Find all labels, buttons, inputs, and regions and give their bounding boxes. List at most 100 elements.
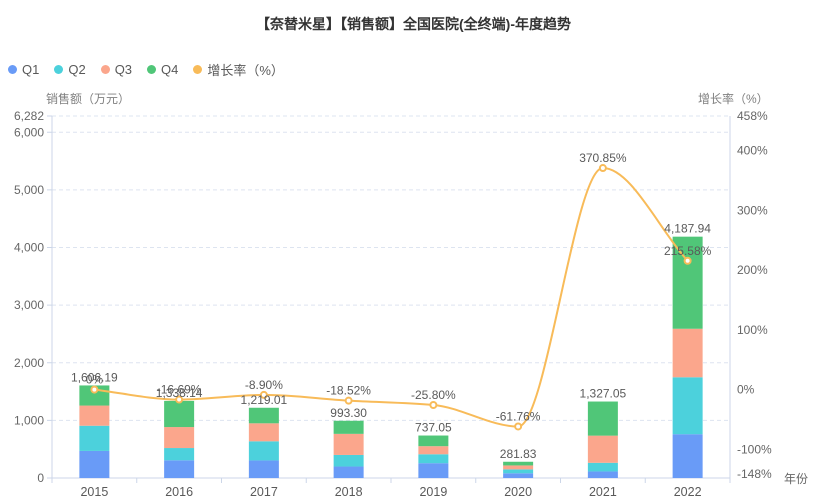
legend-item-q2[interactable]: Q2 — [54, 62, 86, 77]
bar-segment-q2[interactable] — [164, 448, 195, 461]
bar-segment-q1[interactable] — [79, 450, 110, 478]
legend-item-q4[interactable]: Q4 — [147, 62, 178, 77]
legend-dot-icon — [147, 65, 157, 74]
legend-dot-icon — [54, 65, 64, 74]
legend: Q1 Q2 Q3 Q4 增长率（%） — [8, 60, 284, 79]
bar-2020[interactable] — [503, 461, 534, 478]
x-axis-category-label: 2017 — [250, 485, 278, 499]
x-axis-category-label: 2021 — [589, 485, 617, 499]
growth-rate-label: -25.80% — [411, 388, 456, 402]
legend-dot-icon — [193, 65, 203, 74]
legend-dot-icon — [100, 65, 110, 74]
left-axis-tick-label: 1,000 — [14, 413, 44, 427]
x-axis-category-label: 2020 — [504, 485, 532, 499]
right-axis-tick-label: 0% — [737, 383, 755, 397]
bar-2021[interactable] — [587, 401, 618, 478]
legend-item-label: Q1 — [22, 62, 40, 77]
right-axis-title: 增长率（%） — [698, 92, 769, 106]
growth-rate-label: -8.90% — [245, 378, 283, 392]
bar-segment-q2[interactable] — [587, 462, 618, 472]
bar-segment-q2[interactable] — [418, 454, 449, 464]
right-axis-tick-label: 100% — [737, 323, 768, 337]
legend-dot-icon — [8, 65, 17, 74]
bar-total-label: 1,327.05 — [580, 387, 627, 401]
x-axis-category-label: 2016 — [165, 485, 193, 499]
growth-point-2021[interactable] — [598, 164, 607, 173]
right-axis-tick-label: 400% — [737, 144, 768, 158]
bar-2019[interactable] — [418, 435, 449, 478]
legend-item-label: 增长率（%） — [207, 63, 284, 78]
bar-total-label: 737.05 — [415, 421, 452, 435]
growth-rate-label: -18.52% — [326, 384, 371, 398]
bar-segment-q4[interactable] — [672, 236, 703, 329]
legend-item-label: Q2 — [68, 62, 86, 77]
bar-segment-q3[interactable] — [503, 465, 534, 470]
left-axis-title: 销售额（万元） — [46, 92, 131, 106]
bar-total-label: 1,338.14 — [156, 386, 203, 400]
bar-segment-q2[interactable] — [79, 425, 110, 451]
bar-segment-q3[interactable] — [587, 435, 618, 463]
left-axis-tick-label: 4,000 — [14, 241, 44, 255]
bar-segment-q1[interactable] — [164, 460, 195, 478]
right-axis-tick-label: 458% — [737, 109, 768, 123]
bar-2016[interactable] — [164, 400, 195, 478]
bar-segment-q4[interactable] — [587, 401, 618, 436]
bar-segment-q1[interactable] — [672, 434, 703, 478]
x-axis-category-label: 2018 — [335, 485, 363, 499]
bar-segment-q1[interactable] — [248, 460, 279, 478]
growth-point-2022[interactable] — [683, 256, 692, 265]
growth-point-2015[interactable] — [90, 385, 99, 394]
bar-segment-q1[interactable] — [418, 463, 449, 478]
growth-point-2018[interactable] — [344, 396, 353, 405]
bar-2017[interactable] — [248, 407, 279, 478]
x-axis-category-label: 2022 — [674, 485, 702, 499]
left-axis-tick-label: 2,000 — [14, 356, 44, 370]
bar-2018[interactable] — [333, 420, 364, 478]
left-axis-tick-label: 6,000 — [14, 125, 44, 139]
x-axis-category-label: 2019 — [419, 485, 447, 499]
bar-segment-q3[interactable] — [672, 328, 703, 378]
right-axis-tick-label: -100% — [737, 442, 772, 456]
bar-segment-q3[interactable] — [79, 405, 110, 426]
legend-item-label: Q3 — [114, 62, 133, 77]
growth-point-2017[interactable] — [259, 390, 268, 399]
bar-2022[interactable] — [672, 236, 703, 478]
bar-segment-q1[interactable] — [503, 473, 534, 478]
x-axis-title: 年份 — [784, 472, 809, 486]
bar-segment-q4[interactable] — [248, 407, 279, 424]
legend-item-growth-rate[interactable]: 增长率（%） — [193, 60, 284, 79]
right-axis-tick-label: 300% — [737, 203, 768, 217]
bar-segment-q1[interactable] — [587, 471, 618, 478]
left-axis-tick-label: 3,000 — [14, 298, 44, 312]
bar-segment-q4[interactable] — [418, 435, 449, 447]
bar-total-label: 4,187.94 — [664, 222, 711, 236]
growth-point-2020[interactable] — [514, 422, 523, 431]
bar-total-label: 1,219.01 — [241, 393, 288, 407]
growth-rate-label: -16.69% — [157, 383, 202, 397]
bar-segment-q3[interactable] — [164, 427, 195, 449]
growth-rate-label: 370.85% — [579, 151, 627, 165]
bar-segment-q3[interactable] — [418, 446, 449, 455]
bar-segment-q4[interactable] — [503, 461, 534, 466]
bar-segment-q2[interactable] — [672, 377, 703, 435]
bar-total-label: 993.30 — [330, 406, 367, 420]
bar-segment-q1[interactable] — [333, 466, 364, 478]
bar-segment-q4[interactable] — [333, 420, 364, 434]
growth-point-2016[interactable] — [175, 395, 184, 404]
legend-item-q3[interactable]: Q3 — [100, 62, 133, 77]
legend-item-q1[interactable]: Q1 — [8, 62, 39, 77]
bar-2015[interactable] — [79, 385, 110, 478]
bar-segment-q4[interactable] — [164, 400, 195, 428]
growth-rate-label: 215.58% — [664, 244, 712, 258]
growth-point-2019[interactable] — [429, 401, 438, 410]
bar-segment-q2[interactable] — [333, 454, 364, 467]
chart-title: 【奈替米星】【销售额】全国医院(全终端)-年度趋势 — [256, 16, 571, 32]
bar-segment-q2[interactable] — [248, 441, 279, 461]
bar-segment-q3[interactable] — [248, 423, 279, 442]
right-axis-tick-label: 200% — [737, 263, 768, 277]
bar-segment-q2[interactable] — [503, 469, 534, 474]
left-axis-tick-label: 0 — [37, 471, 44, 485]
bar-segment-q3[interactable] — [333, 433, 364, 455]
right-axis-tick-label: -148% — [737, 467, 772, 481]
